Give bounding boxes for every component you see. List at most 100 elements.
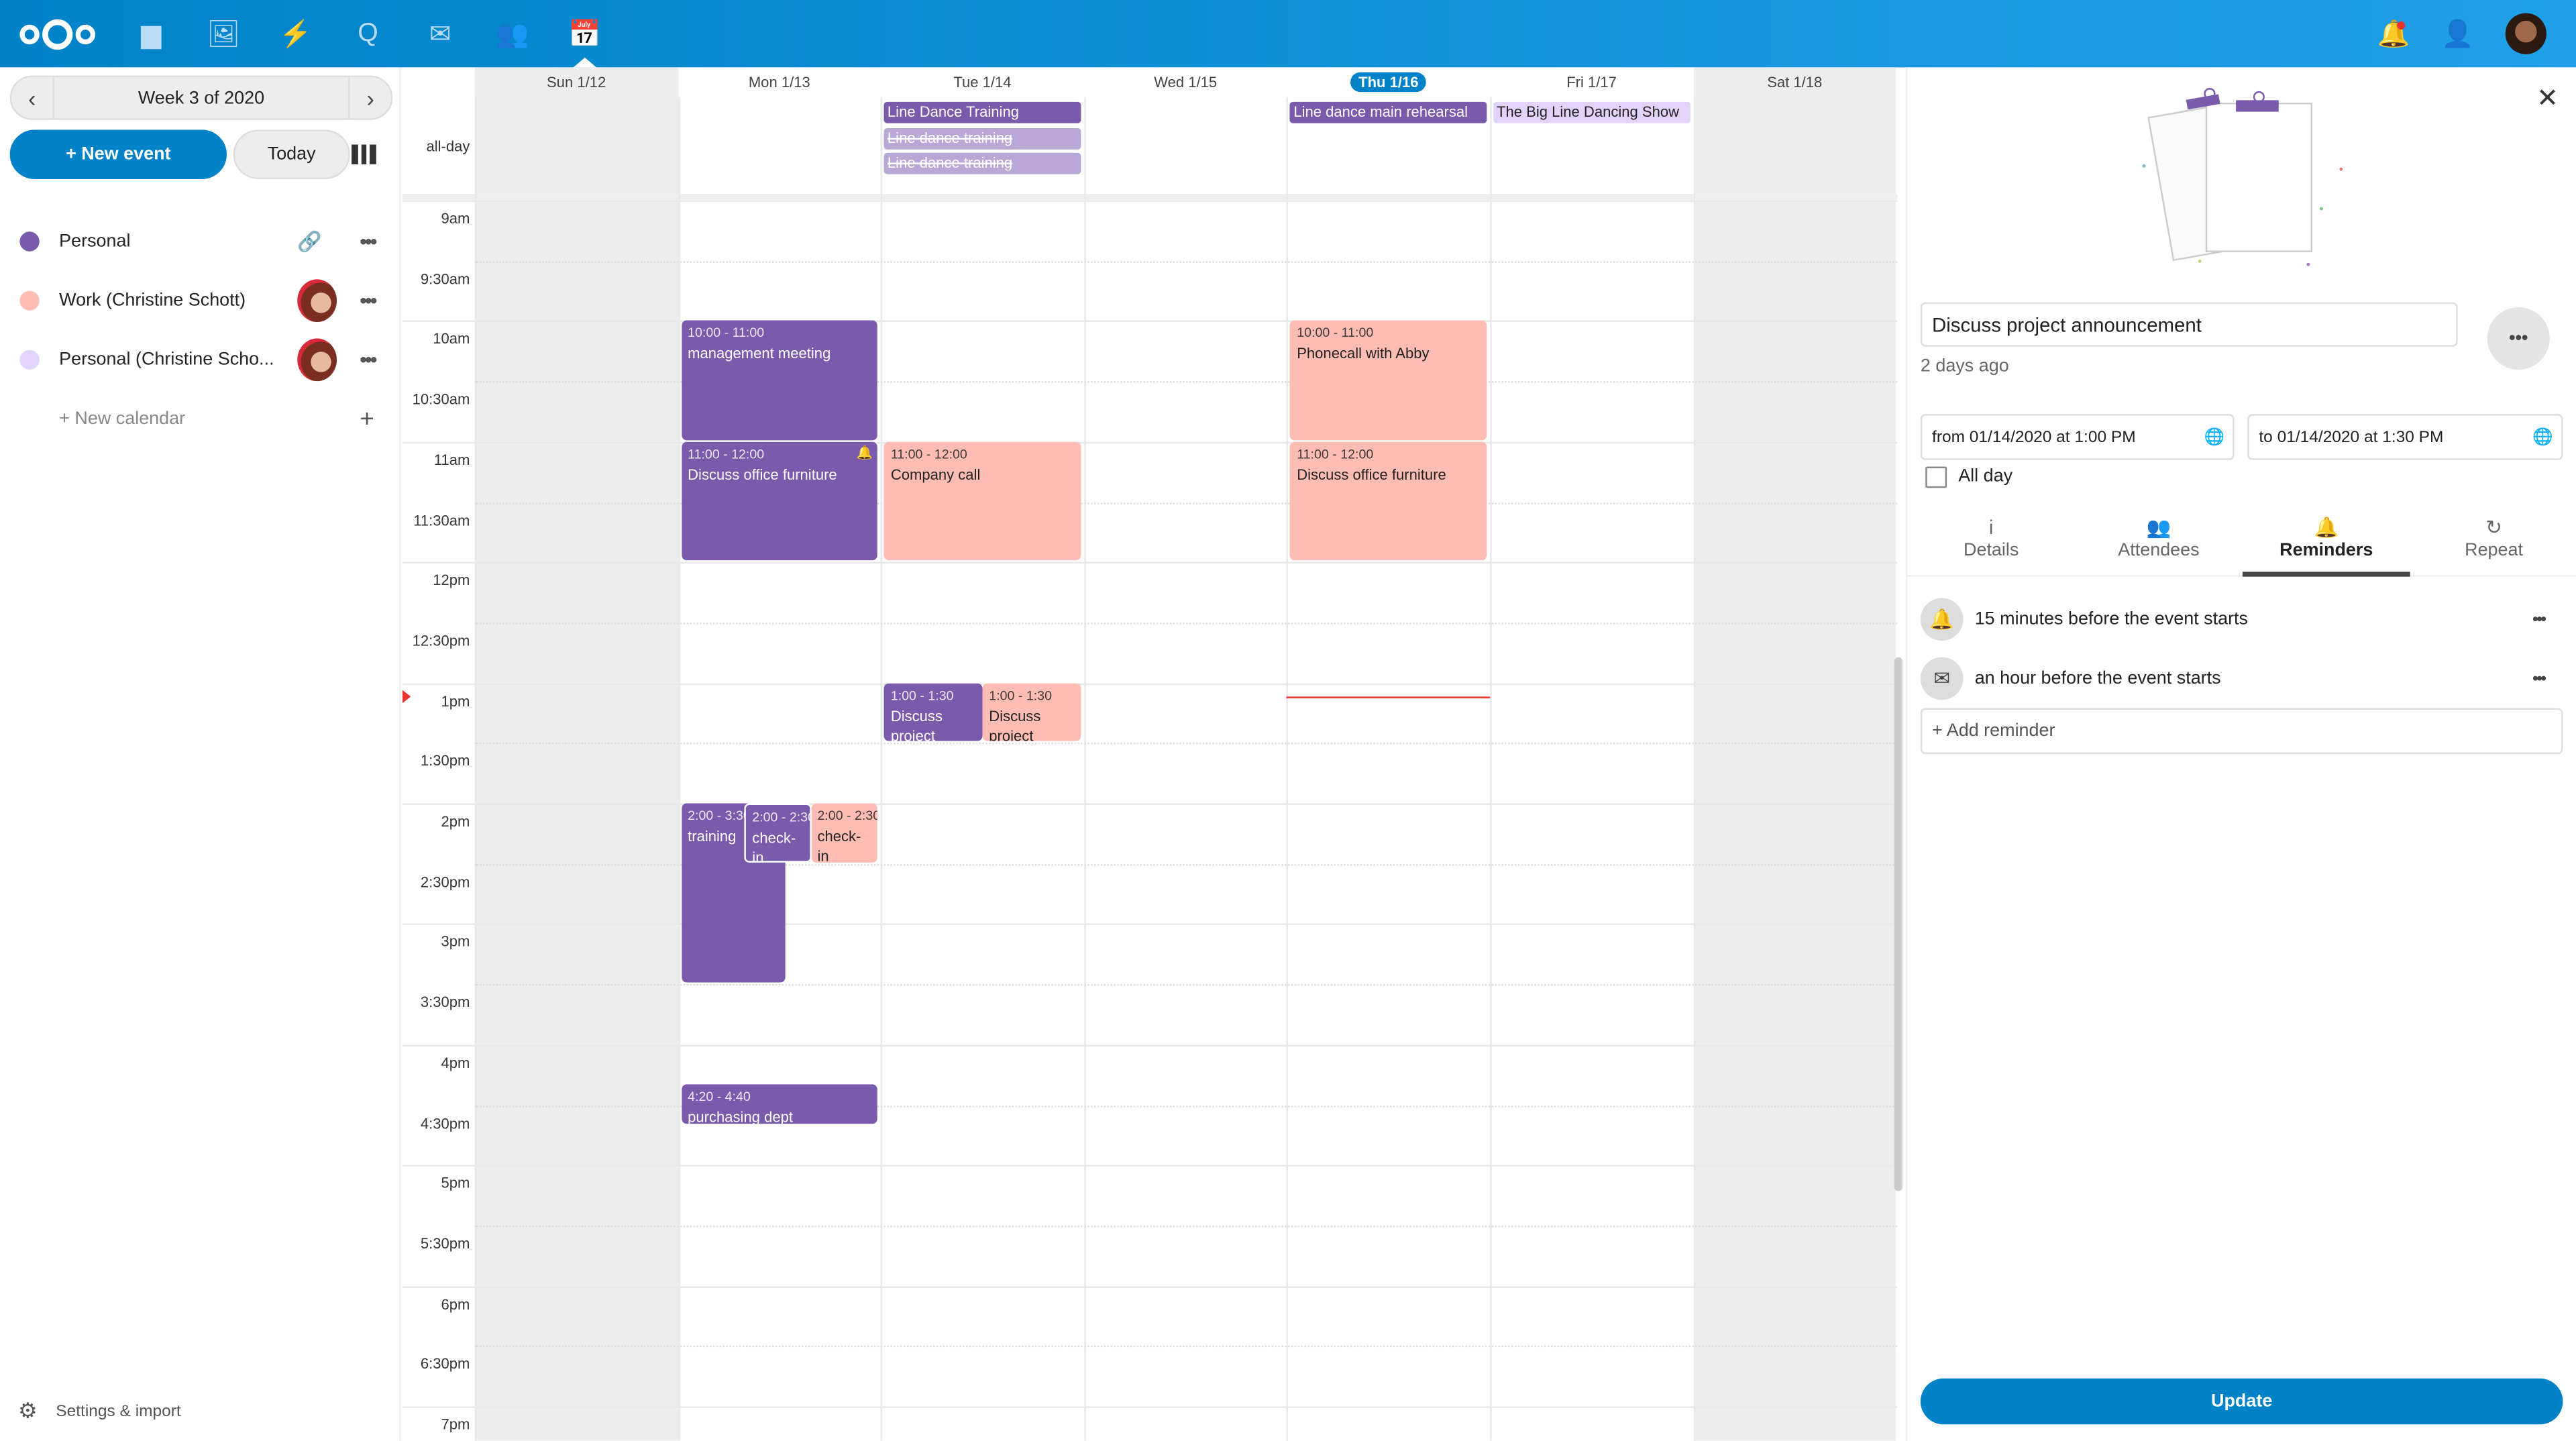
calendar-event[interactable]: 11:00 - 12:00 Discuss office furniture — [1290, 441, 1487, 561]
allday-event[interactable]: Line dance training — [884, 152, 1081, 174]
start-date-input[interactable]: from 01/14/2020 at 1:00 PM 🌐 — [1920, 414, 2235, 460]
calendar-actions-icon[interactable]: ••• — [360, 289, 377, 313]
timezone-globe-icon[interactable]: 🌐 — [2204, 427, 2224, 446]
grid-line — [402, 200, 1898, 203]
calendar-actions-icon[interactable]: ••• — [360, 229, 377, 254]
event-title: purchasing dept — [688, 1109, 793, 1124]
event-actions-button[interactable]: ••• — [2487, 307, 2550, 370]
calendar-item[interactable]: Work (Christine Schott) ••• — [0, 276, 401, 325]
event-title: Discuss office furniture — [688, 466, 837, 483]
week-label[interactable]: Week 3 of 2020 — [138, 88, 265, 108]
tab-attendees[interactable]: 👥 Attendees — [2075, 515, 2243, 576]
event-time: 2:00 - 3:30 — [688, 808, 751, 823]
previous-week-button[interactable]: ‹ — [11, 77, 54, 119]
notifications-icon[interactable]: 🔔 — [2377, 21, 2410, 50]
mail-icon[interactable]: ✉ — [429, 21, 451, 50]
reminder-actions-icon[interactable]: ••• — [2532, 669, 2546, 688]
all-day-checkbox[interactable] — [1925, 466, 1947, 488]
day-header[interactable]: Thu 1/16 — [1287, 67, 1491, 97]
allday-event[interactable]: The Big Line Dancing Show — [1493, 101, 1690, 123]
calendar-event[interactable]: 1:00 - 1:30 Discuss project announcement — [884, 682, 983, 742]
day-header[interactable]: Wed 1/15 — [1084, 67, 1287, 97]
event-time: 1:00 - 1:30 — [989, 688, 1052, 703]
calendar-color-dot[interactable] — [19, 350, 40, 370]
weekend-column — [1693, 67, 1896, 1441]
calendar-icon[interactable]: 📅 — [568, 21, 602, 50]
calendar-event[interactable]: 10:00 - 11:00 management meeting — [681, 321, 878, 440]
day-label: Thu 1/16 — [1350, 72, 1427, 93]
files-icon[interactable]: ▆ — [141, 21, 162, 50]
calendar-event[interactable]: 2:00 - 2:30 check-in — [744, 803, 811, 862]
reminder-actions-icon[interactable]: ••• — [2532, 610, 2546, 629]
allday-event[interactable]: Line Dance Training — [884, 101, 1081, 123]
time-label: 9am — [441, 210, 470, 227]
all-day-label: All day — [1958, 466, 2013, 486]
calendar-color-dot[interactable] — [19, 290, 40, 311]
nextcloud-logo[interactable] — [16, 16, 98, 52]
tab-label: Attendees — [2118, 540, 2200, 561]
event-title-input[interactable]: Discuss project announcement — [1920, 302, 2458, 347]
event-title: Discuss project — [989, 707, 1041, 742]
activity-icon[interactable]: ⚡ — [279, 21, 313, 50]
calendar-event[interactable]: 4:20 - 4:40 purchasing dept — [681, 1084, 878, 1124]
end-date-input[interactable]: to 01/14/2020 at 1:30 PM 🌐 — [2247, 414, 2563, 460]
calendar-active-indicator — [573, 57, 596, 68]
user-avatar[interactable] — [2505, 13, 2546, 54]
event-time: 2:00 - 2:30 — [752, 810, 811, 825]
day-header[interactable]: Sun 1/12 — [475, 67, 678, 97]
repeat-icon: ↻ — [2485, 515, 2502, 539]
calendar-item[interactable]: Personal (Christine Scho... ••• — [0, 335, 401, 384]
time-label: 7pm — [441, 1416, 470, 1433]
tab-reminders[interactable]: 🔔 Reminders — [2243, 515, 2410, 576]
calendar-event[interactable]: 1:00 - 1:30 Discuss project — [982, 682, 1081, 742]
add-reminder-button[interactable]: + Add reminder — [1920, 708, 2563, 755]
calendar-scrollbar[interactable] — [1894, 657, 1902, 1191]
calendar-event[interactable]: 10:00 - 11:00 Phonecall with Abby — [1290, 321, 1487, 440]
day-label: Sun 1/12 — [546, 74, 606, 91]
tab-details[interactable]: i Details — [1907, 515, 2075, 576]
grid-line — [474, 381, 1898, 383]
talk-icon[interactable]: Q — [358, 19, 378, 48]
event-title: Company call — [890, 466, 981, 483]
time-label: 10:30am — [412, 391, 470, 408]
new-event-button[interactable]: + New event — [9, 129, 227, 179]
settings-import-button[interactable]: ⚙ Settings & import — [0, 1387, 401, 1436]
calendar-event[interactable]: 11:00 - 12:00 Company call — [884, 441, 1081, 561]
next-week-button[interactable]: › — [348, 77, 391, 119]
time-label: 1:30pm — [420, 753, 470, 769]
allday-event[interactable]: Line dance main rehearsal — [1290, 101, 1487, 123]
time-label: 2:30pm — [420, 873, 470, 890]
day-label: Sat 1/18 — [1767, 74, 1823, 91]
day-label: Mon 1/13 — [748, 74, 810, 91]
time-label: 3:30pm — [420, 994, 470, 1011]
day-header[interactable]: Mon 1/13 — [678, 67, 881, 97]
calendar-event[interactable]: 11:00 - 12:00 Discuss office furniture 🔔 — [681, 441, 878, 561]
allday-divider — [402, 193, 1898, 201]
day-header[interactable]: Fri 1/17 — [1490, 67, 1693, 97]
today-button[interactable]: Today — [233, 129, 350, 179]
time-label: 6:30pm — [420, 1356, 470, 1373]
photos-icon[interactable]: 🖼 — [207, 21, 240, 50]
day-header[interactable]: Sat 1/18 — [1693, 67, 1896, 97]
plus-icon: + — [360, 405, 374, 433]
bell-icon: 🔔 — [1920, 598, 1964, 641]
timezone-globe-icon[interactable]: 🌐 — [2532, 427, 2553, 446]
time-label: 5:30pm — [420, 1235, 470, 1252]
calendar-item[interactable]: Personal 🔗 ••• — [0, 217, 401, 266]
calendar-event[interactable]: 2:00 - 2:30 check-in — [810, 803, 878, 862]
allday-event[interactable]: Line dance training — [884, 127, 1081, 149]
close-icon[interactable]: ✕ — [2536, 85, 2559, 113]
day-header[interactable]: Tue 1/14 — [881, 67, 1084, 97]
day-divider — [1693, 97, 1695, 1441]
calendar-color-dot[interactable] — [19, 231, 40, 252]
contacts-icon[interactable]: 👥 — [496, 21, 529, 50]
update-button[interactable]: Update — [1920, 1378, 2563, 1425]
contacts-menu-icon[interactable]: 👤 — [2441, 21, 2475, 50]
calendar-actions-icon[interactable]: ••• — [360, 348, 377, 372]
tab-repeat[interactable]: ↻ Repeat — [2410, 515, 2576, 576]
grid-line — [402, 1165, 1898, 1167]
new-calendar-button[interactable]: + New calendar + — [0, 394, 401, 443]
mail-icon: ✉ — [1920, 657, 1964, 700]
view-switcher-icon[interactable] — [352, 144, 376, 164]
share-link-icon[interactable]: 🔗 — [297, 229, 322, 254]
